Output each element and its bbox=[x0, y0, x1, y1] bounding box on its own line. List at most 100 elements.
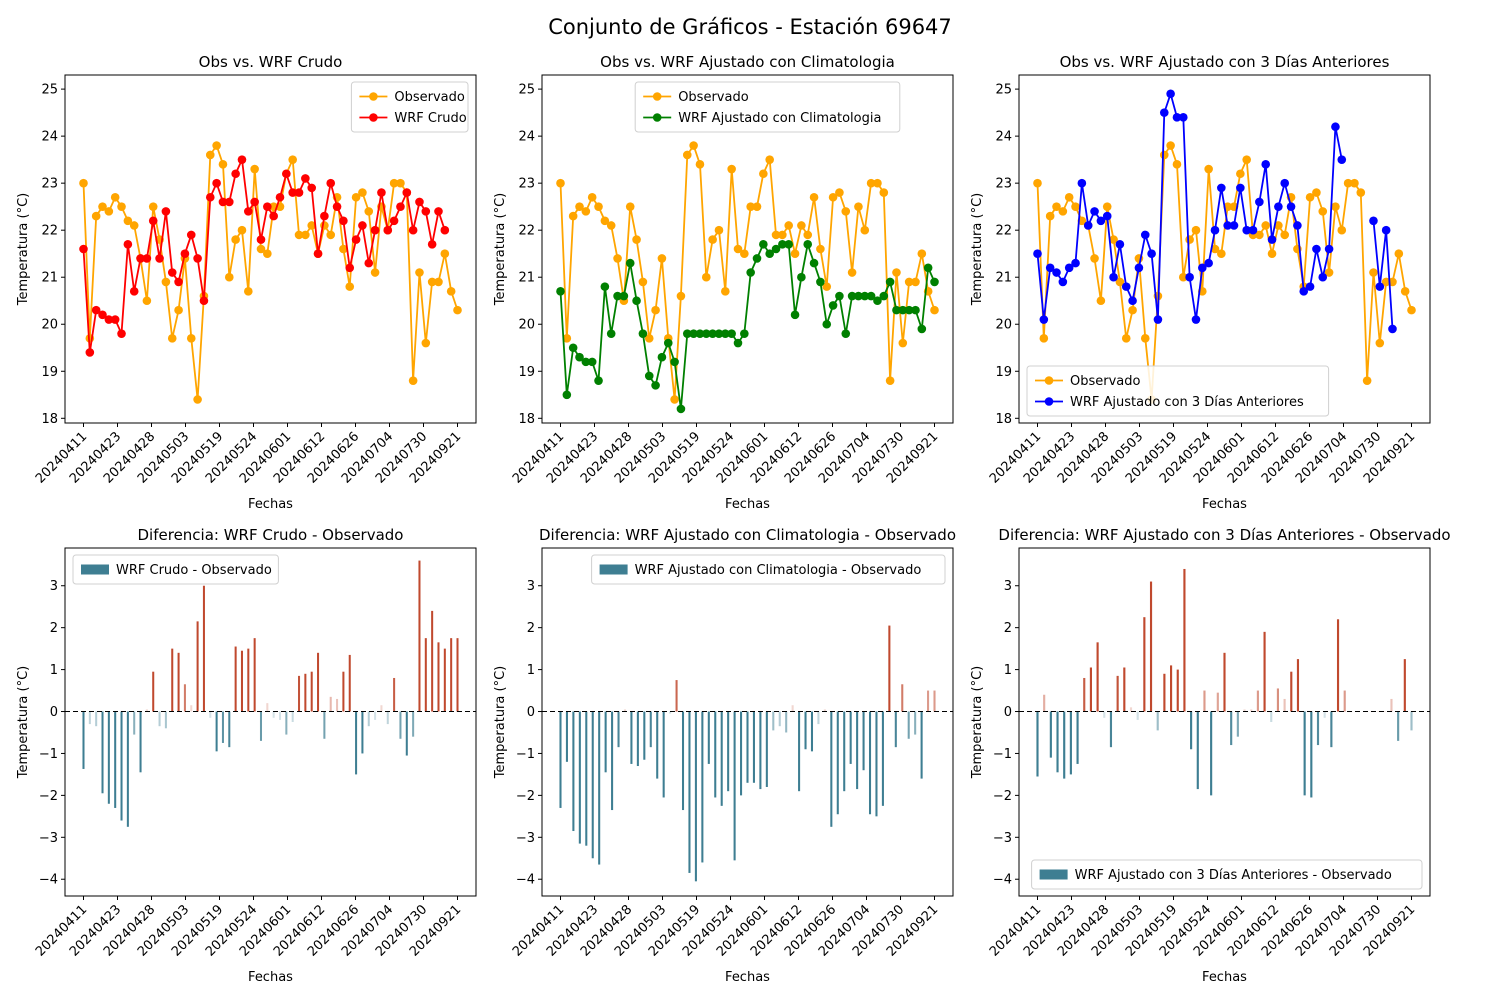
diff-bar bbox=[443, 648, 446, 712]
data-point bbox=[587, 192, 597, 202]
diff-bar bbox=[1403, 659, 1406, 712]
y-tick-label: 19 bbox=[41, 365, 58, 380]
data-point bbox=[1071, 202, 1080, 211]
data-point bbox=[727, 329, 736, 338]
data-point bbox=[1229, 221, 1239, 230]
diff-bar bbox=[323, 711, 326, 739]
data-point bbox=[809, 258, 819, 268]
data-point bbox=[1343, 178, 1353, 188]
data-point bbox=[263, 202, 272, 211]
data-point bbox=[85, 348, 95, 357]
y-tick-label: 24 bbox=[995, 130, 1012, 145]
data-point bbox=[205, 150, 215, 160]
data-point bbox=[556, 178, 565, 188]
data-point bbox=[1350, 178, 1359, 188]
data-point bbox=[797, 221, 806, 230]
diff-bar bbox=[662, 711, 665, 798]
data-point bbox=[98, 202, 107, 211]
diff-bar bbox=[630, 711, 633, 764]
diff-bar bbox=[1290, 671, 1293, 712]
diff-bar bbox=[688, 711, 691, 873]
data-point bbox=[638, 277, 648, 287]
data-point bbox=[866, 291, 876, 301]
data-point bbox=[142, 296, 152, 306]
diff-bar bbox=[1129, 707, 1133, 712]
panel-title: Obs vs. WRF Ajustado con 3 Días Anterior… bbox=[1060, 53, 1390, 71]
diff-bar bbox=[933, 690, 936, 712]
diff-bar bbox=[291, 711, 294, 722]
diff-bar bbox=[393, 677, 396, 712]
diff-bar bbox=[1176, 669, 1179, 712]
data-point bbox=[809, 192, 819, 202]
data-point bbox=[218, 197, 228, 207]
diff-bar bbox=[95, 711, 98, 727]
data-point bbox=[110, 192, 120, 202]
data-point bbox=[1369, 268, 1378, 277]
data-point bbox=[663, 338, 673, 348]
data-point bbox=[1204, 164, 1213, 174]
y-tick-label: 24 bbox=[518, 130, 535, 145]
diff-bar bbox=[120, 711, 123, 821]
data-point bbox=[193, 254, 202, 263]
data-point bbox=[594, 376, 603, 385]
y-tick-label: −3 bbox=[993, 831, 1012, 846]
y-tick-label: −2 bbox=[39, 789, 58, 804]
diff-bar bbox=[367, 711, 370, 727]
data-point bbox=[822, 319, 832, 329]
panel-bottom-middle: Diferencia: WRF Ajustado con Climatologi… bbox=[493, 526, 956, 985]
data-point bbox=[1172, 113, 1182, 122]
y-tick-label: 2 bbox=[1004, 621, 1012, 636]
data-point bbox=[1033, 178, 1042, 188]
diff-bar bbox=[669, 711, 672, 714]
diff-bar bbox=[1196, 711, 1199, 790]
diff-bar bbox=[1397, 711, 1400, 741]
diff-bar bbox=[1230, 711, 1233, 746]
data-point bbox=[294, 230, 304, 240]
data-point bbox=[1166, 89, 1175, 99]
data-point bbox=[396, 178, 405, 188]
data-point bbox=[740, 249, 749, 259]
diff-bar bbox=[778, 711, 781, 727]
diff-bar bbox=[1123, 667, 1126, 712]
diff-bar bbox=[1343, 690, 1346, 712]
data-point bbox=[670, 395, 679, 404]
data-point bbox=[421, 207, 431, 216]
data-point bbox=[1045, 263, 1055, 273]
legend: Observado WRF Ajustado con 3 Días Anterio… bbox=[1026, 365, 1330, 417]
diff-bar bbox=[431, 610, 434, 712]
data-point bbox=[562, 390, 572, 400]
diff-bar bbox=[405, 711, 408, 756]
diff-bar bbox=[1190, 711, 1193, 750]
legend-marker bbox=[652, 92, 662, 101]
diff-bar bbox=[843, 711, 846, 792]
legend-marker bbox=[369, 113, 378, 122]
legend-bar-swatch bbox=[81, 564, 109, 575]
data-point bbox=[860, 225, 870, 235]
diff-bar bbox=[1250, 709, 1253, 712]
data-point bbox=[1337, 225, 1347, 235]
data-point bbox=[1381, 225, 1391, 235]
diff-bar bbox=[1283, 698, 1286, 712]
panel-title: Obs vs. WRF Crudo bbox=[199, 53, 343, 71]
legend-label: WRF Crudo bbox=[394, 111, 466, 126]
data-point bbox=[174, 305, 183, 315]
data-point bbox=[581, 207, 591, 216]
data-point bbox=[1204, 258, 1213, 268]
data-point bbox=[632, 235, 641, 244]
data-point bbox=[1242, 225, 1251, 235]
diff-bar bbox=[209, 711, 212, 718]
diff-bar bbox=[158, 711, 161, 727]
data-point bbox=[651, 381, 660, 390]
axes-frame bbox=[1018, 74, 1431, 424]
diff-bar bbox=[374, 711, 377, 720]
diff-bar bbox=[868, 711, 872, 815]
y-axis-label: Temperatura (°C) bbox=[493, 193, 508, 306]
y-tick-label: 0 bbox=[527, 705, 535, 720]
data-point bbox=[224, 197, 234, 207]
data-point bbox=[733, 338, 743, 348]
legend-label: WRF Crudo - Observado bbox=[116, 563, 272, 578]
data-point bbox=[104, 207, 114, 216]
data-point bbox=[1318, 272, 1328, 282]
diff-bar bbox=[623, 709, 627, 712]
diff-bar bbox=[259, 711, 263, 741]
